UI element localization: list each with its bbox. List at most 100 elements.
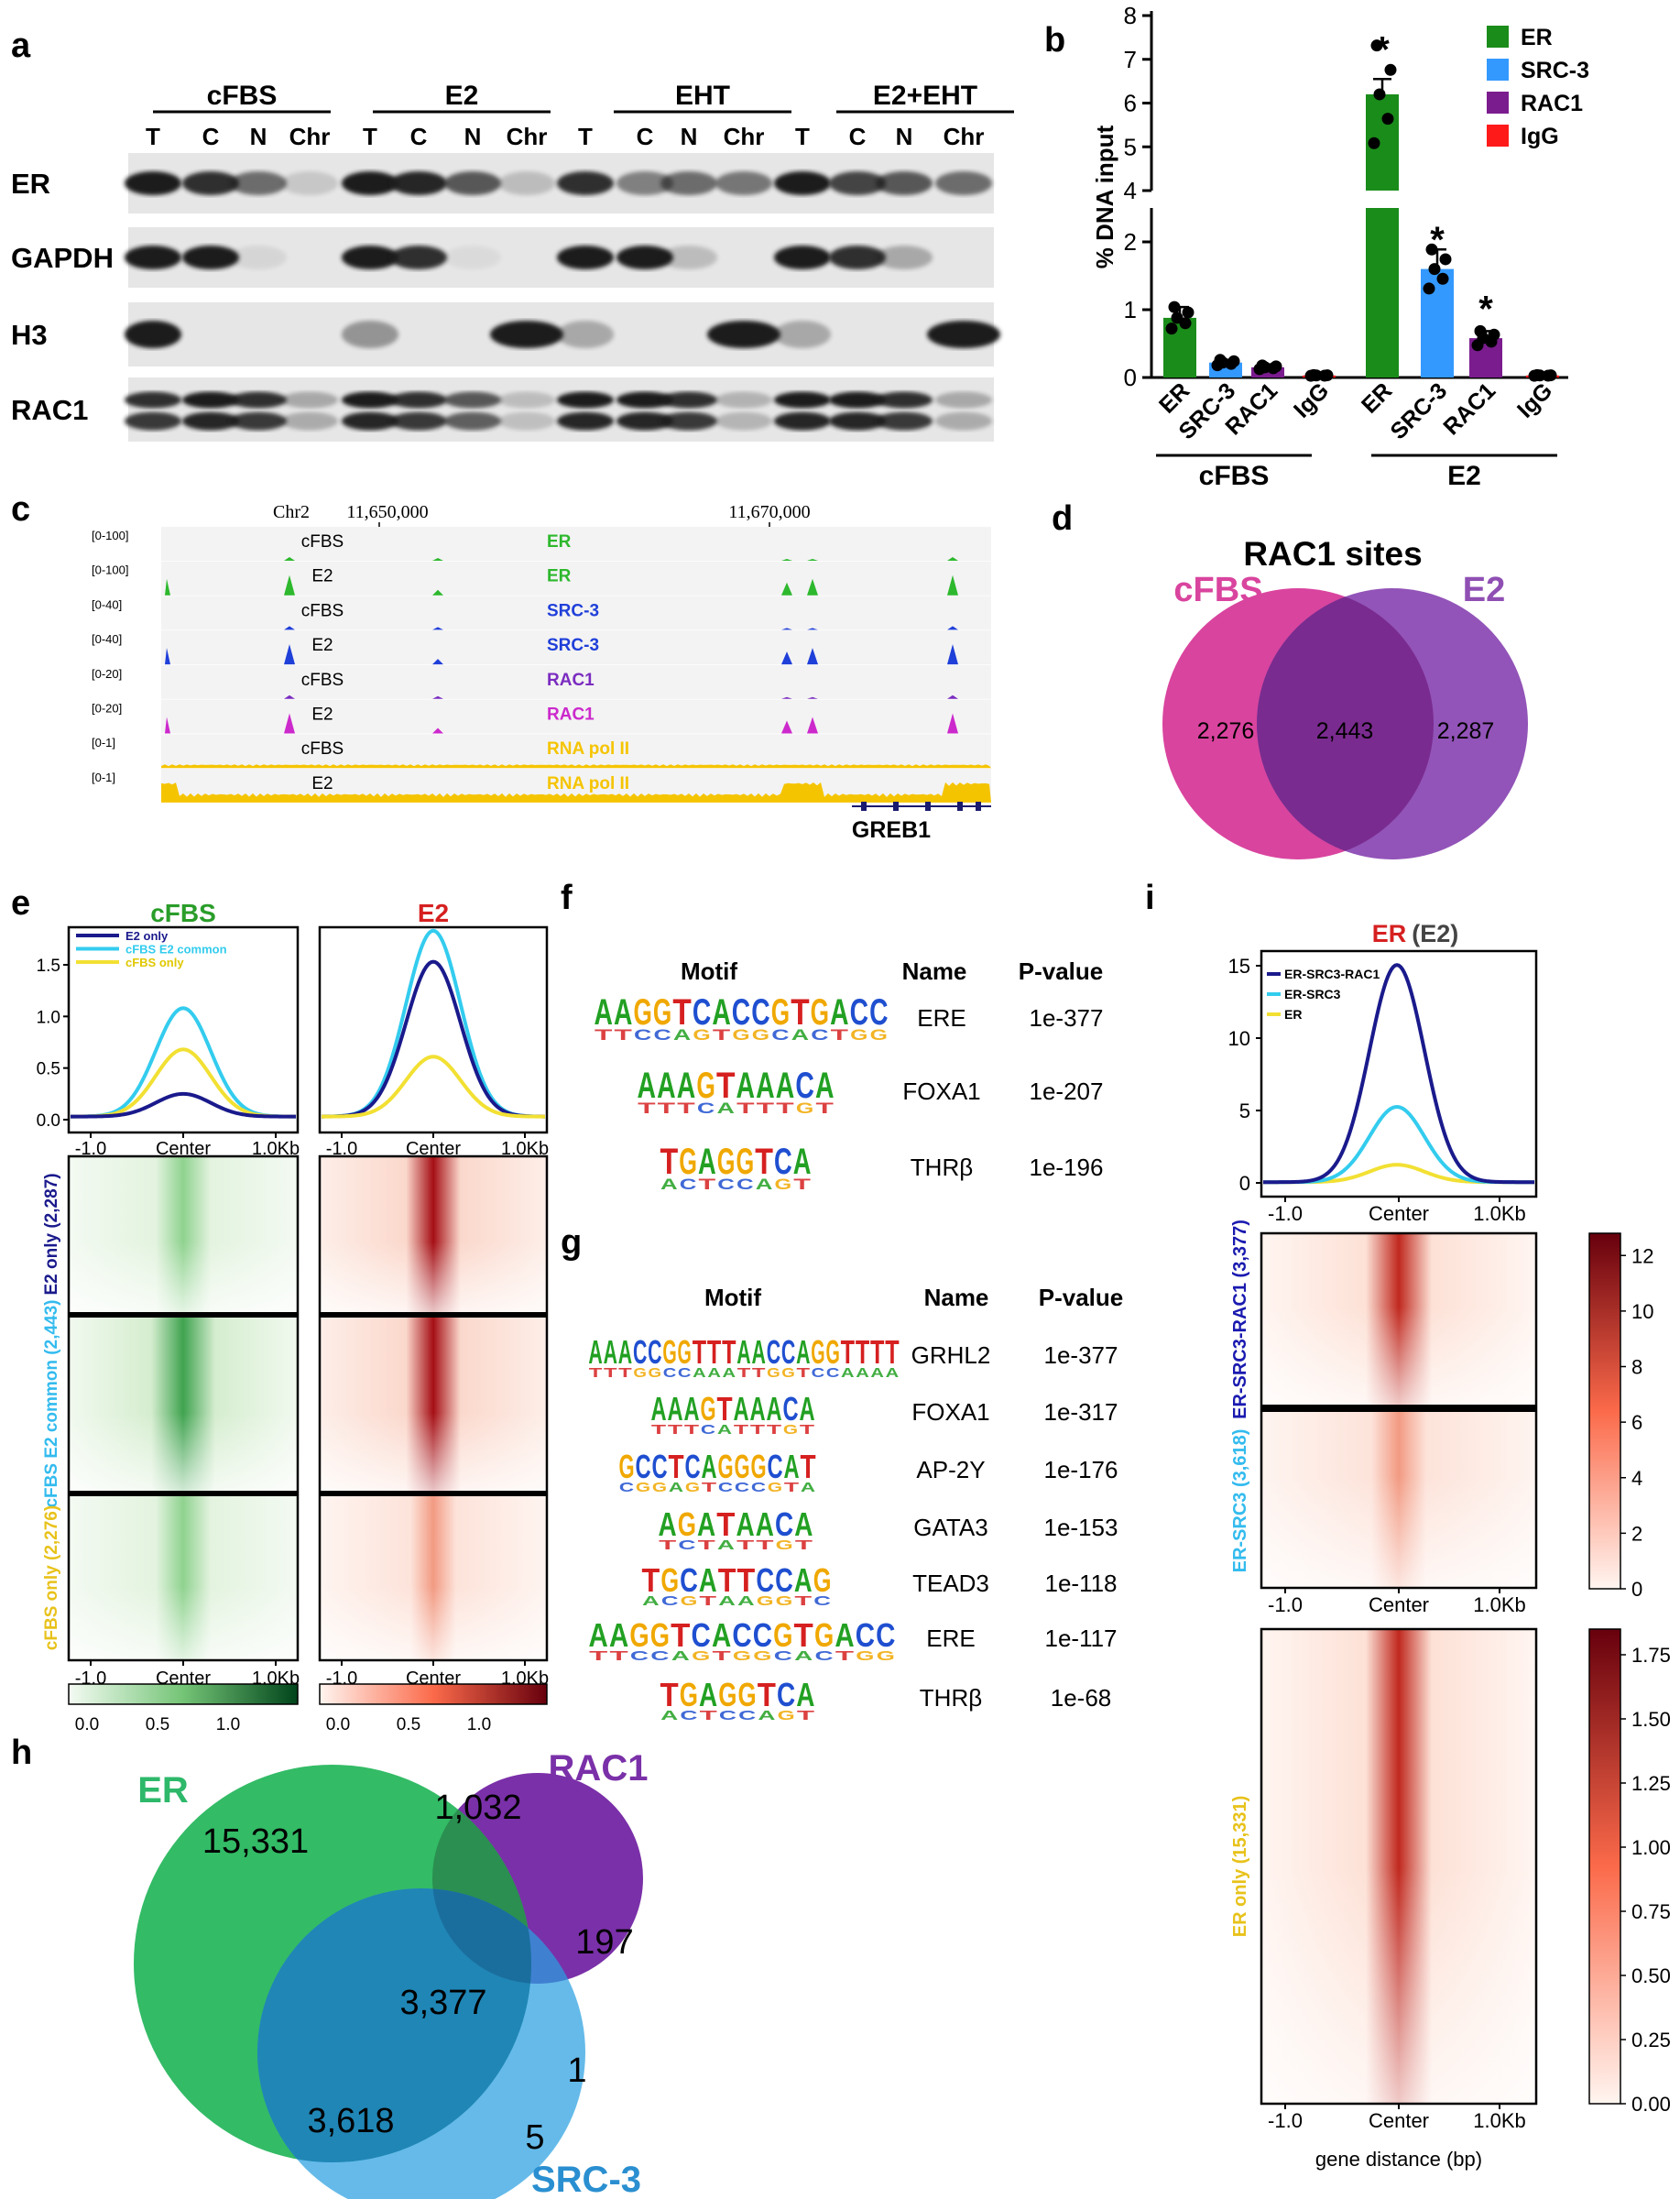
blot-band bbox=[707, 321, 780, 348]
motif-letter-minor: C bbox=[738, 1708, 756, 1723]
panel-label-f: f bbox=[561, 879, 573, 917]
b-datapoint bbox=[1531, 368, 1544, 381]
motif-letter-minor: A bbox=[707, 1365, 721, 1381]
g-pvalue: 1e-176 bbox=[1044, 1456, 1118, 1483]
venn-h-er-rac1: 1,032 bbox=[434, 1789, 521, 1827]
c-gene-exon bbox=[925, 802, 931, 811]
venn-h-er-label: ER bbox=[137, 1770, 189, 1811]
i-colorbar-tick-label: 1.75 bbox=[1631, 1644, 1671, 1667]
blot-band bbox=[829, 411, 886, 431]
motif-letter-minor: C bbox=[751, 1480, 766, 1495]
blot-lane-label: C bbox=[849, 123, 867, 150]
venn-h-src3-only: 5 bbox=[525, 2118, 544, 2157]
g-pvalue: 1e-118 bbox=[1044, 1570, 1117, 1597]
e-row-label: E2 only (2,287) bbox=[42, 1173, 61, 1295]
blot-group-label: E2 bbox=[445, 81, 479, 111]
b-legend-swatch bbox=[1487, 26, 1509, 48]
motif-letter-minor: A bbox=[737, 1593, 755, 1609]
b-legend-label: RAC1 bbox=[1521, 91, 1583, 116]
b-datapoint bbox=[1256, 359, 1269, 372]
blot-band bbox=[660, 411, 717, 431]
g-motif-name: TEAD3 bbox=[912, 1570, 989, 1597]
panel-label-d: d bbox=[1052, 499, 1073, 538]
b-ytick-label: 8 bbox=[1124, 2, 1137, 29]
blot-group-label: EHT bbox=[675, 81, 730, 111]
motif-letter-minor: G bbox=[870, 1026, 888, 1044]
g-pvalue: 1e-317 bbox=[1044, 1398, 1118, 1426]
motif-letter-minor: G bbox=[767, 1365, 780, 1381]
motif-letter-minor: G bbox=[752, 1026, 769, 1044]
b-datapoint bbox=[1373, 88, 1386, 101]
i-colorbar-tick-label: 4 bbox=[1631, 1467, 1642, 1490]
motif-letter: C bbox=[651, 1448, 667, 1485]
motif-letter: C bbox=[869, 992, 888, 1033]
b-ytick-label: 6 bbox=[1124, 90, 1137, 117]
motif-letter: C bbox=[781, 1333, 795, 1371]
i-heatmap-fade bbox=[1261, 1476, 1536, 1588]
c-chrom-label: Chr2 bbox=[273, 502, 310, 522]
i-profile-xtick-label: -1.0 bbox=[1268, 1202, 1303, 1225]
c-signal bbox=[161, 782, 991, 803]
blot-lane-label: Chr bbox=[507, 123, 548, 150]
motif-letter-minor: A bbox=[642, 1593, 660, 1609]
c-track-condition: cFBS bbox=[301, 601, 344, 620]
b-category-label: IgG bbox=[1512, 377, 1557, 422]
motif-letter: A bbox=[638, 1066, 657, 1106]
blot-lane-label: Chr bbox=[724, 123, 765, 150]
i-colorbar-tick-label: 10 bbox=[1631, 1300, 1653, 1323]
motif-letter: T bbox=[718, 1561, 736, 1599]
b-legend-label: SRC-3 bbox=[1521, 58, 1589, 83]
motif-letter: A bbox=[595, 992, 613, 1033]
blot-lane-label: C bbox=[202, 123, 220, 150]
i-colorbar-tick-label: 1.25 bbox=[1631, 1772, 1671, 1795]
motif-letter-minor: A bbox=[801, 1480, 815, 1495]
motif-letter: T bbox=[758, 1676, 776, 1713]
blot-band bbox=[616, 411, 673, 431]
motif-letter-minor: T bbox=[589, 1365, 604, 1381]
venn-d-left-label: cFBS bbox=[1173, 571, 1262, 609]
blot-band bbox=[774, 246, 831, 269]
motif-letter: C bbox=[775, 1505, 793, 1543]
motif-letter: A bbox=[799, 1390, 814, 1428]
motif-letter: A bbox=[756, 1505, 774, 1543]
b-datapoint bbox=[1270, 360, 1282, 373]
motif-letter: T bbox=[707, 1333, 721, 1371]
motif-letter: C bbox=[684, 1448, 700, 1485]
blot-band bbox=[660, 171, 717, 195]
g-motif-name: ERE bbox=[926, 1625, 975, 1652]
blot-lane-label: Chr bbox=[289, 123, 331, 150]
motif-letter: A bbox=[796, 1333, 810, 1371]
blot-band bbox=[182, 246, 239, 269]
motif-letter-minor: T bbox=[595, 1026, 614, 1044]
blot-band bbox=[876, 391, 933, 409]
c-signal bbox=[161, 644, 991, 665]
c-track-range: [0-40] bbox=[92, 632, 122, 646]
e-heatmap-separator bbox=[69, 1312, 298, 1318]
motif-letter: G bbox=[678, 1333, 692, 1371]
c-track-factor: RNA pol II bbox=[547, 739, 629, 759]
c-track-factor: RNA pol II bbox=[547, 774, 629, 793]
c-track-range: [0-20] bbox=[92, 702, 122, 716]
blot-band bbox=[557, 321, 614, 348]
motif-letter-minor: A bbox=[841, 1365, 855, 1381]
i-colorbar-bottom bbox=[1588, 1628, 1621, 2105]
b-datapoint bbox=[1381, 113, 1394, 126]
venn-d-right-only: 2,287 bbox=[1437, 718, 1495, 744]
blot-lane-label: Chr bbox=[944, 123, 985, 150]
i-colorbar-tick-label: 8 bbox=[1631, 1356, 1642, 1379]
motif-letter: A bbox=[698, 1142, 716, 1182]
b-ytick-label: 5 bbox=[1124, 133, 1137, 160]
blot-lane-label: T bbox=[146, 123, 160, 150]
motif-letter: T bbox=[870, 1333, 884, 1371]
motif-letter-minor: T bbox=[776, 1100, 795, 1117]
motif-letter: A bbox=[659, 1505, 677, 1543]
motif-letter: G bbox=[738, 1676, 757, 1713]
motif-letter: G bbox=[825, 1333, 839, 1371]
motif-letter-minor: C bbox=[697, 1100, 715, 1117]
e-heatmap-fade bbox=[69, 1242, 298, 1312]
motif-letter: A bbox=[835, 1616, 854, 1654]
c-track-range: [0-100] bbox=[92, 563, 128, 577]
blot-group-label: E2+EHT bbox=[873, 81, 977, 111]
motif-letter-minor: T bbox=[699, 1593, 717, 1609]
motif-letter: A bbox=[776, 1066, 795, 1106]
